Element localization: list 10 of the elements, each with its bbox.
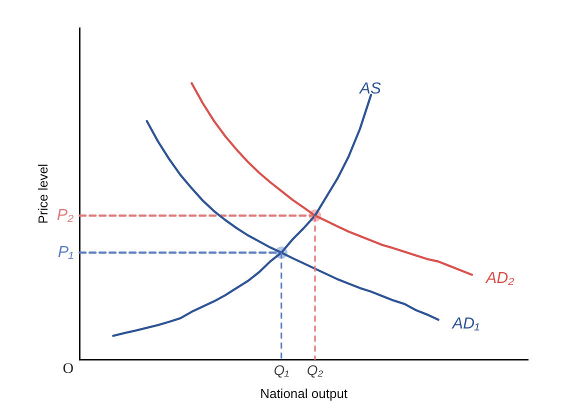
series-label: P₂ xyxy=(56,207,74,224)
series-label: AS xyxy=(358,80,382,98)
x-tick-label: Q₁ xyxy=(274,362,290,378)
series-label: AD₂ xyxy=(484,270,514,288)
series-label: P₁ xyxy=(58,244,74,262)
x-tick-label: Q₂ xyxy=(306,362,324,378)
y-axis-title: Price level xyxy=(35,164,50,224)
series-label: AD₁ xyxy=(451,315,480,332)
text: O xyxy=(62,361,74,378)
x-axis-title: National output xyxy=(260,386,348,401)
